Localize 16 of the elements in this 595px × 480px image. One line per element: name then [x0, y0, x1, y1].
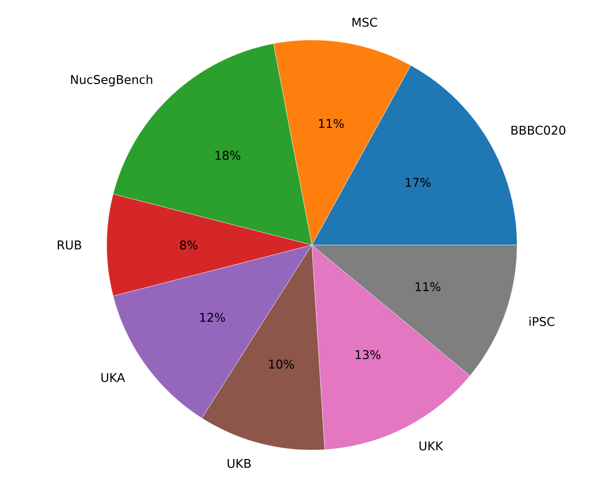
- data-label: 18%: [216, 150, 240, 160]
- slice-label: UKK: [420, 442, 444, 450]
- slice-label: UKA: [101, 373, 125, 382]
- slice-label: RUB: [58, 240, 82, 250]
- slice-label: BBBC020: [512, 126, 566, 135]
- slice-label: iPSC: [530, 316, 554, 326]
- data-label: 17%: [406, 178, 430, 187]
- slice-label: NucSegBench: [71, 74, 152, 86]
- data-label: 8%: [180, 240, 198, 250]
- data-label: 10%: [269, 360, 294, 369]
- slice-label: MSC: [352, 18, 378, 27]
- data-label: 12%: [200, 312, 225, 322]
- data-label: 13%: [356, 350, 380, 360]
- data-label: 11%: [319, 118, 344, 128]
- data-label: 11%: [416, 282, 440, 292]
- slice-label: UKB: [228, 459, 251, 468]
